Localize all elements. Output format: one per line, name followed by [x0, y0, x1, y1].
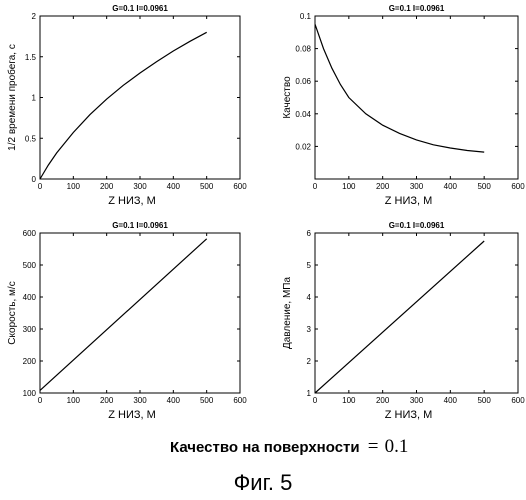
plot-frame	[315, 16, 518, 179]
x-tick-label: 0	[38, 182, 43, 191]
x-tick-label: 0	[313, 182, 318, 191]
x-tick-label: 600	[233, 396, 247, 405]
plot-frame	[315, 233, 518, 393]
x-tick-label: 600	[233, 182, 247, 191]
y-axis-label: Качество	[282, 76, 293, 119]
y-tick-label: 2	[32, 12, 37, 21]
y-axis-label: Скорость, м/с	[7, 281, 18, 344]
y-tick-label: 0.04	[295, 110, 311, 119]
x-tick-label: 600	[511, 396, 525, 405]
chart-2: 0 100 200 300 400 500 600 0.02 0.04 0.06 0.08 0.1 G=…	[282, 4, 525, 207]
x-axis-label: Z НИЗ, М	[108, 195, 156, 207]
x-tick-label: 500	[477, 396, 491, 405]
footer-value: 0.1	[385, 436, 409, 457]
y-tick-label: 5	[307, 261, 312, 270]
chart-title: G=0.1 I=0.0961	[389, 4, 445, 13]
x-tick-label: 200	[376, 396, 390, 405]
x-tick-label: 400	[167, 182, 181, 191]
y-tick-label: 600	[23, 229, 37, 238]
x-tick-label: 0	[313, 396, 318, 405]
y-tick-label: 1	[307, 389, 312, 398]
x-tick-label: 400	[167, 396, 181, 405]
y-tick-label: 1	[32, 94, 37, 103]
chart-title: G=0.1 I=0.0961	[112, 4, 168, 13]
x-axis-label: Z НИЗ, М	[385, 409, 433, 421]
plot-frame	[40, 16, 240, 179]
x-tick-label: 100	[342, 182, 356, 191]
x-tick-label: 500	[477, 182, 491, 191]
x-tick-label: 500	[200, 396, 214, 405]
y-axis-label: Давление, МПа	[282, 277, 293, 350]
x-tick-label: 300	[133, 396, 147, 405]
chart-1: 0 100 200 300 400 500 600 0 0.5 1 1.5 2 G=0.1 I=0.09…	[6, 4, 247, 207]
x-tick-label: 400	[444, 182, 458, 191]
y-tick-label: 0.1	[300, 12, 312, 21]
x-tick-label: 0	[38, 396, 43, 405]
figure-caption: Фиг. 5	[234, 470, 293, 495]
series-line	[315, 241, 484, 393]
y-tick-label: 6	[307, 229, 312, 238]
plot-frame	[40, 233, 240, 393]
x-tick-label: 100	[67, 182, 81, 191]
y-tick-label: 0.06	[295, 77, 311, 86]
x-tick-label: 100	[342, 396, 356, 405]
x-tick-label: 500	[200, 182, 214, 191]
chart-3: 0100200300400500600100200300400500600G=0…	[7, 221, 247, 421]
chart-title: G=0.1 I=0.0961	[389, 221, 445, 230]
x-axis-label: Z НИЗ, М	[385, 195, 433, 207]
y-tick-label: 2	[307, 357, 312, 366]
y-tick-label: 200	[23, 357, 37, 366]
series-line	[40, 239, 207, 391]
footer-text: Качество на поверхности = 0.1	[170, 436, 408, 457]
y-tick-label: 500	[23, 261, 37, 270]
y-tick-label: 100	[23, 389, 37, 398]
y-tick-label: 1.5	[25, 53, 37, 62]
y-tick-label: 400	[23, 293, 37, 302]
y-tick-label: 4	[307, 293, 312, 302]
y-tick-label: 0.08	[295, 45, 311, 54]
series-line	[40, 32, 207, 179]
x-tick-label: 600	[511, 182, 525, 191]
chart-4: 0 100 200 300 400 500 600 1 2 3 4 5 6 G=0.1 I=0.0961 Z…	[282, 221, 525, 421]
x-tick-label: 300	[133, 182, 147, 191]
x-tick-label: 200	[100, 182, 114, 191]
x-tick-label: 400	[444, 396, 458, 405]
y-tick-label: 3	[307, 325, 312, 334]
series-line	[315, 24, 484, 152]
y-tick-label: 300	[23, 325, 37, 334]
footer-label: Качество на поверхности	[170, 439, 360, 456]
y-tick-label: 0	[32, 175, 37, 184]
x-tick-label: 300	[410, 182, 424, 191]
chart-title: G=0.1 I=0.0961	[112, 221, 168, 230]
y-tick-label: 0.02	[295, 142, 311, 151]
y-tick-label: 0.5	[25, 134, 37, 143]
footer-equals: =	[368, 436, 379, 457]
x-axis-label: Z НИЗ, М	[108, 409, 156, 421]
x-tick-label: 100	[67, 396, 81, 405]
plots-group: 010020030040050060000.511.52G=0.1 I=0.09…	[6, 4, 525, 421]
x-tick-label: 300	[410, 396, 424, 405]
x-tick-label: 200	[376, 182, 390, 191]
x-tick-label: 200	[100, 396, 114, 405]
y-axis-label: 1/2 времени пробега, с	[6, 44, 18, 151]
